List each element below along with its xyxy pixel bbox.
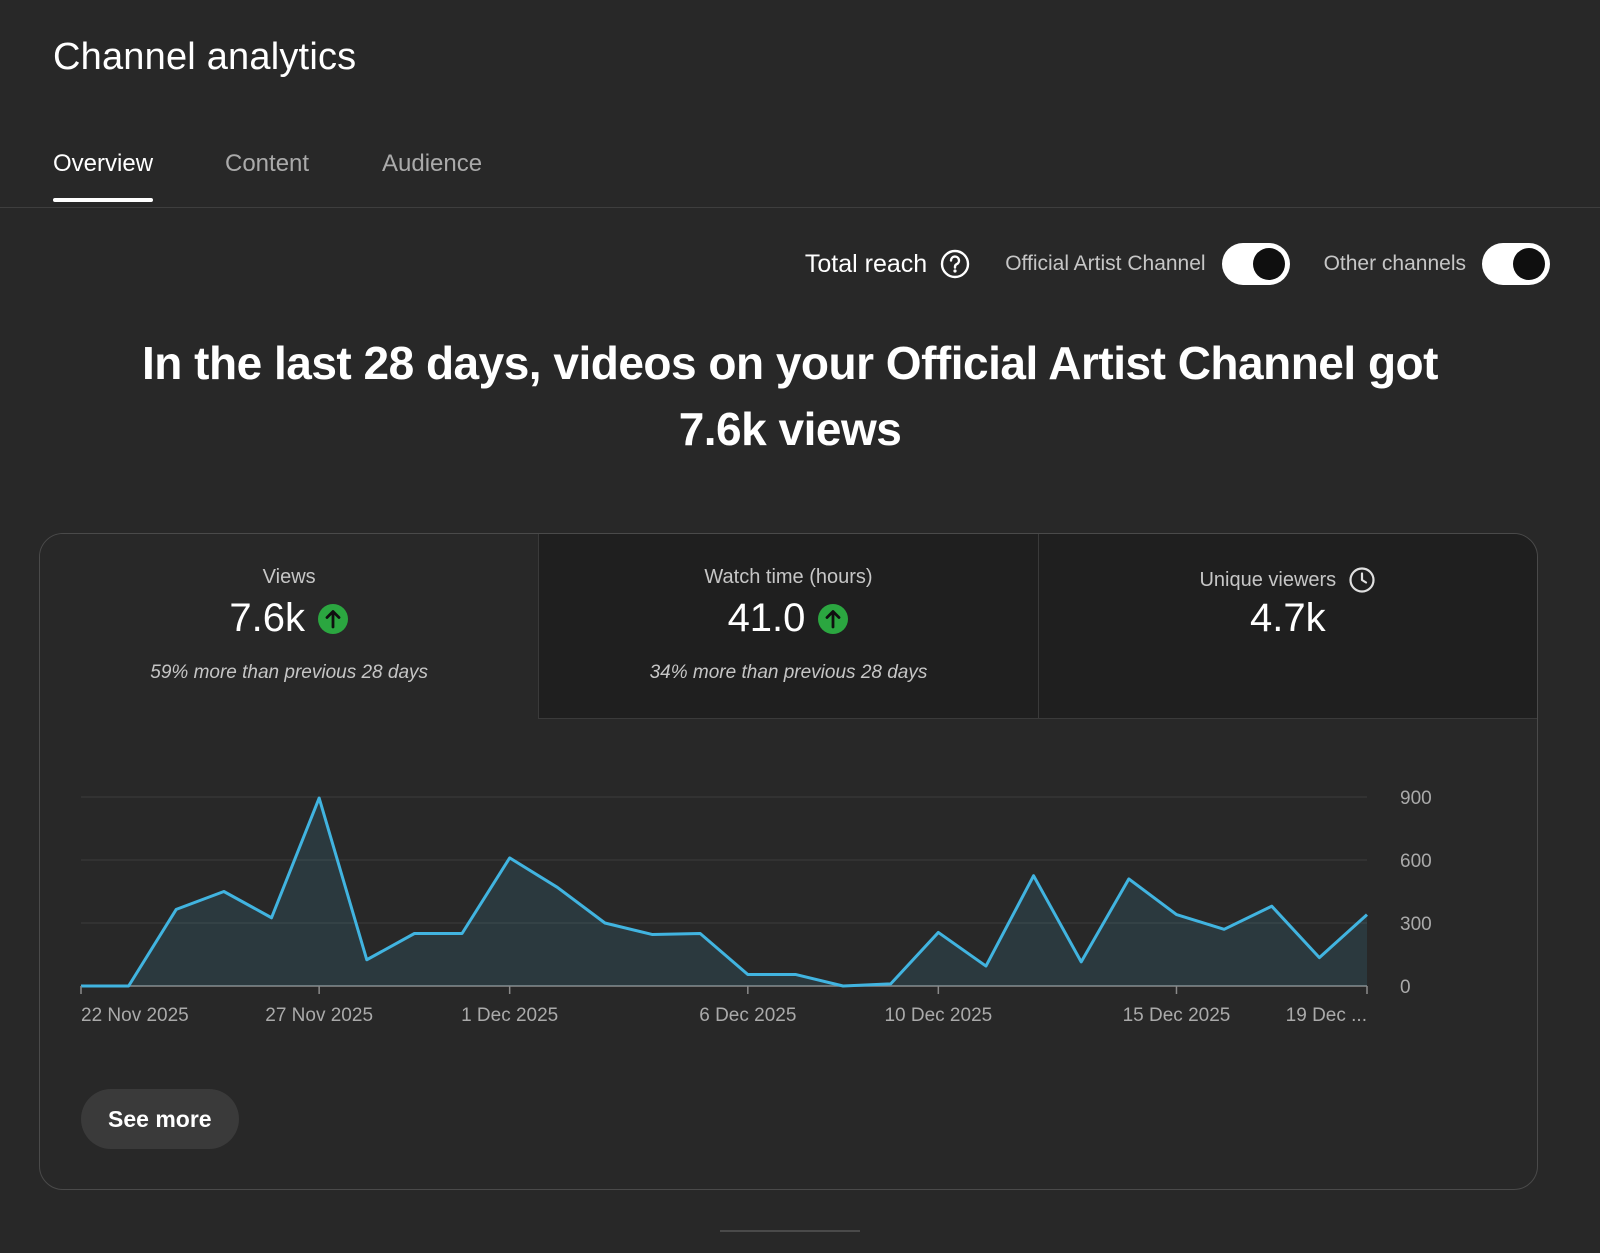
- metric-value: 4.7k: [1039, 596, 1537, 641]
- data-point: [699, 932, 702, 935]
- metric-comparison: 34% more than previous 28 days: [649, 662, 928, 683]
- x-tick-label: 27 Nov 2025: [265, 1005, 373, 1026]
- metric-watch-time[interactable]: Watch time (hours) 41.0 34% more than pr…: [538, 534, 1038, 719]
- tab-overview[interactable]: Overview: [53, 150, 154, 202]
- tab-bar: Overview Content Audience: [0, 130, 1600, 208]
- other-channels-label: Other channels: [1323, 252, 1466, 275]
- data-point: [222, 890, 225, 893]
- metric-label: Views: [262, 566, 316, 588]
- data-point: [794, 973, 797, 976]
- official-artist-channel-toggle[interactable]: [1221, 243, 1290, 285]
- metric-views[interactable]: Views 7.6k 59% more than previous 28 day…: [40, 534, 539, 719]
- x-tick-label: 22 Nov 2025: [81, 1005, 189, 1026]
- scroll-handle: [720, 1230, 860, 1232]
- arrow-up-icon: [818, 603, 849, 634]
- x-tick-label: 6 Dec 2025: [699, 1005, 796, 1026]
- headline-line-1: In the last 28 days, videos on your Offi…: [142, 337, 1438, 389]
- data-point: [556, 886, 559, 889]
- official-artist-channel-label: Official Artist Channel: [1005, 252, 1206, 275]
- views-line: [81, 796, 1369, 988]
- data-point: [1270, 905, 1273, 908]
- x-tick-label: 1 Dec 2025: [461, 1005, 558, 1026]
- x-tick-label: 15 Dec 2025: [1123, 1005, 1231, 1026]
- data-point: [365, 958, 368, 961]
- data-point: [1032, 874, 1035, 877]
- total-reach-label: Total reach: [804, 249, 928, 278]
- metric-value-text: 4.7k: [1250, 596, 1326, 640]
- clock-icon: [1349, 567, 1375, 593]
- views-area: [81, 798, 1367, 986]
- y-tick-label: 900: [1400, 788, 1432, 809]
- help-circle-icon[interactable]: [939, 248, 971, 280]
- data-point: [1366, 913, 1369, 916]
- data-point: [318, 797, 321, 800]
- overview-card: Views 7.6k 59% more than previous 28 day…: [39, 533, 1538, 1190]
- data-point: [1127, 877, 1130, 880]
- data-point: [1223, 928, 1226, 931]
- y-tick-label: 0: [1400, 977, 1411, 998]
- other-channels-toggle[interactable]: [1482, 243, 1550, 285]
- data-point: [746, 973, 749, 976]
- toggle-knob: [1513, 248, 1545, 280]
- metric-label: Watch time (hours): [704, 566, 873, 588]
- data-point: [842, 985, 845, 988]
- data-point: [984, 965, 987, 968]
- data-point: [127, 985, 130, 988]
- data-point: [413, 932, 416, 935]
- metric-unique-viewers[interactable]: Unique viewers 4.7k: [1037, 534, 1537, 719]
- metric-value-text: 41.0: [727, 596, 806, 640]
- metric-label: Unique viewers: [1039, 566, 1537, 594]
- tab-content[interactable]: Content: [225, 150, 310, 177]
- summary-headline: In the last 28 days, videos on your Offi…: [0, 330, 1580, 462]
- toggle-knob: [1252, 248, 1285, 280]
- data-point: [461, 932, 464, 935]
- see-more-button[interactable]: See more: [81, 1089, 239, 1149]
- y-tick-label: 300: [1400, 914, 1432, 935]
- x-tick-label: 10 Dec 2025: [884, 1005, 992, 1026]
- data-point: [651, 933, 654, 936]
- metric-comparison: 59% more than previous 28 days: [150, 662, 429, 683]
- data-point: [1318, 956, 1321, 959]
- data-point: [175, 908, 178, 911]
- views-line-chart: 0 300 600 900 22 Nov 2025 27 Nov 2025 1 Dec 20…: [80, 788, 1432, 1026]
- data-point: [508, 856, 511, 859]
- data-point: [270, 916, 273, 919]
- y-tick-label: 600: [1400, 851, 1432, 872]
- page-title: Channel analytics: [53, 36, 357, 78]
- metric-value-text: 7.6k: [229, 596, 305, 640]
- views-chart: 0 300 600 900 22 Nov 2025 27 Nov 2025 1 Dec 20…: [40, 719, 1537, 1039]
- metric-label-text: Unique viewers: [1199, 568, 1337, 591]
- data-point: [889, 982, 892, 985]
- metric-value: 7.6k: [40, 596, 538, 641]
- x-tick-label: 19 Dec ...: [1286, 1005, 1367, 1026]
- headline-line-2: 7.6k views: [678, 403, 902, 455]
- metric-tabs: Views 7.6k 59% more than previous 28 day…: [40, 534, 1537, 719]
- data-point: [1080, 960, 1083, 963]
- tab-audience[interactable]: Audience: [382, 150, 483, 177]
- data-point: [1175, 913, 1178, 916]
- metric-value: 41.0: [539, 596, 1037, 641]
- reach-controls: Total reach Official Artist Channel Othe…: [805, 240, 1550, 288]
- arrow-up-icon: [317, 603, 348, 634]
- data-point: [603, 922, 606, 925]
- data-point: [937, 931, 940, 934]
